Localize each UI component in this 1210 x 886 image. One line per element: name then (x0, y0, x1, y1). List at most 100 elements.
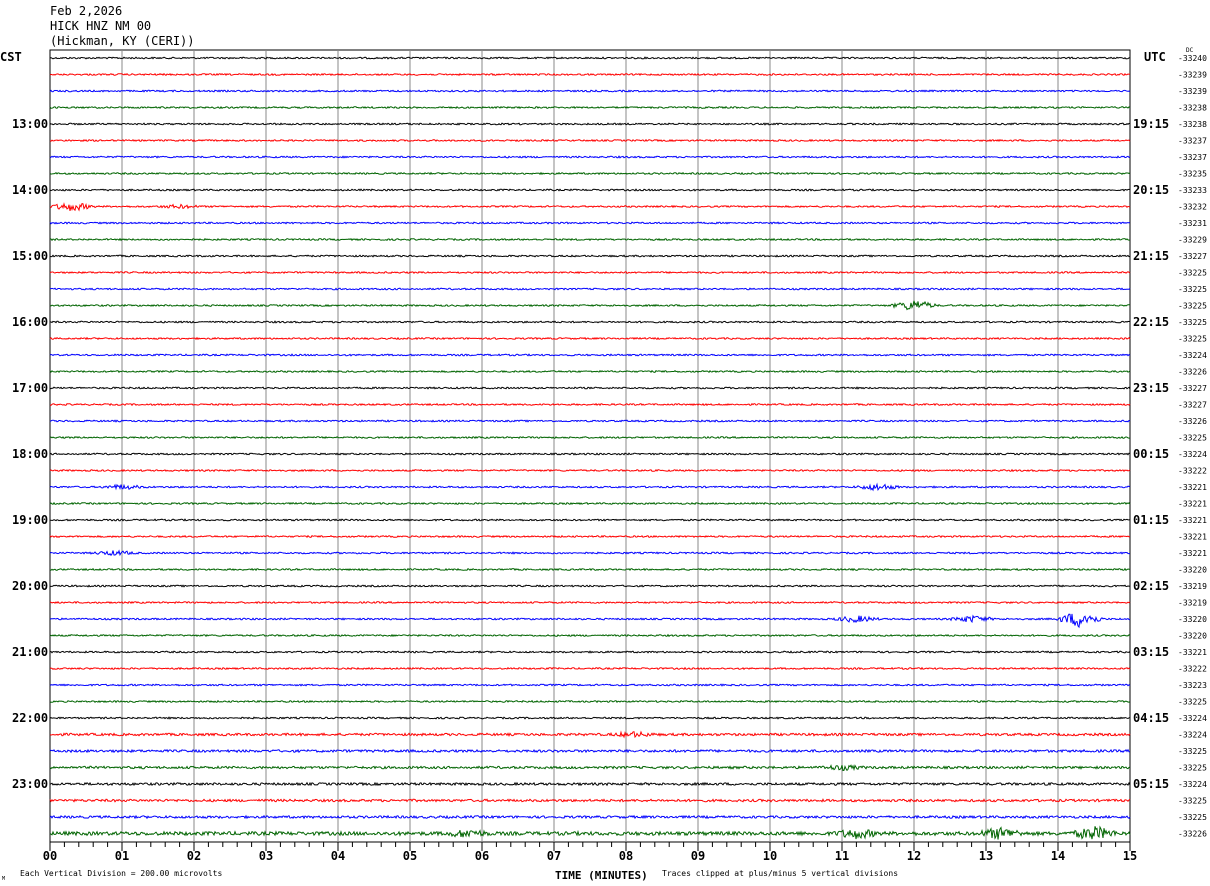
utc-hour-label: 05:15 (1133, 777, 1169, 791)
x-tick-label: 04 (331, 849, 345, 863)
utc-hour-label: 19:15 (1133, 117, 1169, 131)
dc-offset-label: -33222 (1178, 467, 1207, 476)
trace-line (49, 122, 1131, 126)
trace-line (49, 825, 1131, 840)
trace-line (49, 270, 1131, 275)
trace-line (49, 369, 1131, 374)
trace-line (49, 386, 1131, 390)
dc-offset-label: -33224 (1178, 714, 1207, 723)
trace-line (49, 237, 1131, 242)
trace-line (49, 683, 1131, 687)
cst-hour-label: 15:00 (12, 249, 48, 263)
trace-line (49, 300, 1131, 311)
dc-offset-label: -33227 (1178, 384, 1207, 393)
trace-line (49, 501, 1131, 506)
x-tick-label: 10 (763, 849, 777, 863)
dc-offset-label: -33221 (1178, 483, 1207, 492)
cst-hour-label: 17:00 (12, 381, 48, 395)
traces (49, 56, 1131, 840)
dc-offset-label: -33231 (1178, 219, 1207, 228)
minute-gridlines (49, 50, 1131, 851)
x-tick-label: 11 (835, 849, 849, 863)
trace-line (49, 716, 1131, 720)
trace-line (49, 650, 1131, 654)
dc-offset-label: -33237 (1178, 153, 1207, 162)
axis-labels: 00 01 02 03 04 05 06 07 08 09 10 11 12 13 14 15 -33240 -3… (12, 54, 1207, 863)
dc-offset-label: -33220 (1178, 566, 1207, 575)
cst-hour-label: 20:00 (12, 579, 48, 593)
x-tick-label: 14 (1051, 849, 1065, 863)
trace-line (49, 633, 1131, 638)
trace-line (49, 188, 1130, 192)
trace-line (49, 254, 1131, 258)
cst-hour-label: 22:00 (12, 711, 48, 725)
dc-offset-label: -33226 (1178, 368, 1207, 377)
trace-line (49, 72, 1131, 77)
date-label: Feb 2,2026 (50, 4, 122, 18)
dc-offset-label: -33227 (1178, 401, 1207, 410)
trace-line (49, 155, 1131, 159)
trace-line (49, 814, 1131, 820)
utc-hour-label: 23:15 (1133, 381, 1169, 395)
trace-line (49, 105, 1131, 110)
dc-offset-label: -33222 (1178, 665, 1207, 674)
dc-offset-label: -33225 (1178, 698, 1207, 707)
dc-offset-label: -33223 (1178, 681, 1207, 690)
dc-offset-label: -33221 (1178, 533, 1207, 542)
cst-label: CST (0, 50, 22, 64)
utc-label: UTC (1144, 50, 1166, 64)
utc-hour-label: 03:15 (1133, 645, 1169, 659)
x-tick-label: 01 (115, 849, 129, 863)
trace-line (49, 89, 1131, 93)
x-tick-label: 15 (1123, 849, 1137, 863)
dc-header: DC (1186, 47, 1194, 54)
trace-line (49, 202, 1131, 212)
scale-note: Each Vertical Division = 200.00 microvol… (20, 869, 222, 878)
trace-line (49, 781, 1131, 787)
x-axis-title: TIME (MINUTES) (555, 869, 648, 882)
dc-offset-label: -33238 (1178, 120, 1207, 129)
x-tick-label: 08 (619, 849, 633, 863)
utc-hour-label: 02:15 (1133, 579, 1169, 593)
dc-offset-label: -33226 (1178, 830, 1207, 839)
trace-line (49, 613, 1131, 629)
trace-line (49, 171, 1131, 176)
dc-offset-label: -33225 (1178, 764, 1207, 773)
dc-offset-label: -33221 (1178, 516, 1207, 525)
trace-line (49, 600, 1131, 605)
trace-line (49, 435, 1131, 440)
dc-offset-label: -33238 (1178, 104, 1207, 113)
dc-offset-label: -33224 (1178, 780, 1207, 789)
trace-line (49, 730, 1131, 739)
cst-hour-label: 13:00 (12, 117, 48, 131)
cst-hour-label: 16:00 (12, 315, 48, 329)
dc-offset-label: -33221 (1178, 648, 1207, 657)
trace-line (49, 56, 1131, 60)
trace-line (49, 666, 1131, 671)
dc-offset-label: -33225 (1178, 797, 1207, 806)
x-tick-label: 00 (43, 849, 57, 863)
dc-offset-label: -33224 (1178, 450, 1207, 459)
dc-offset-label: -33225 (1178, 269, 1207, 278)
dc-offset-label: -33237 (1178, 137, 1207, 146)
x-tick-label: 12 (907, 849, 921, 863)
cst-hour-label: 23:00 (12, 777, 48, 791)
trace-line (49, 584, 1131, 588)
station-label: HICK HNZ NM 00 (50, 19, 151, 33)
trace-line (49, 419, 1131, 423)
x-tick-label: 03 (259, 849, 273, 863)
dc-offset-label: -33235 (1178, 170, 1207, 179)
trace-line (49, 699, 1131, 704)
utc-hour-label: 01:15 (1133, 513, 1169, 527)
dc-offset-label: -33239 (1178, 87, 1207, 96)
x-tick-label: 05 (403, 849, 417, 863)
utc-hour-label: 00:15 (1133, 447, 1169, 461)
dc-offset-label: -33219 (1178, 599, 1207, 608)
trace-line (49, 748, 1131, 754)
dc-offset-label: -33226 (1178, 417, 1207, 426)
trace-line (49, 287, 1131, 291)
dc-offset-label: -33220 (1178, 615, 1207, 624)
location-label: (Hickman, KY (CERI)) (50, 34, 195, 48)
dc-offset-label: -33225 (1178, 434, 1207, 443)
trace-line (49, 468, 1131, 473)
